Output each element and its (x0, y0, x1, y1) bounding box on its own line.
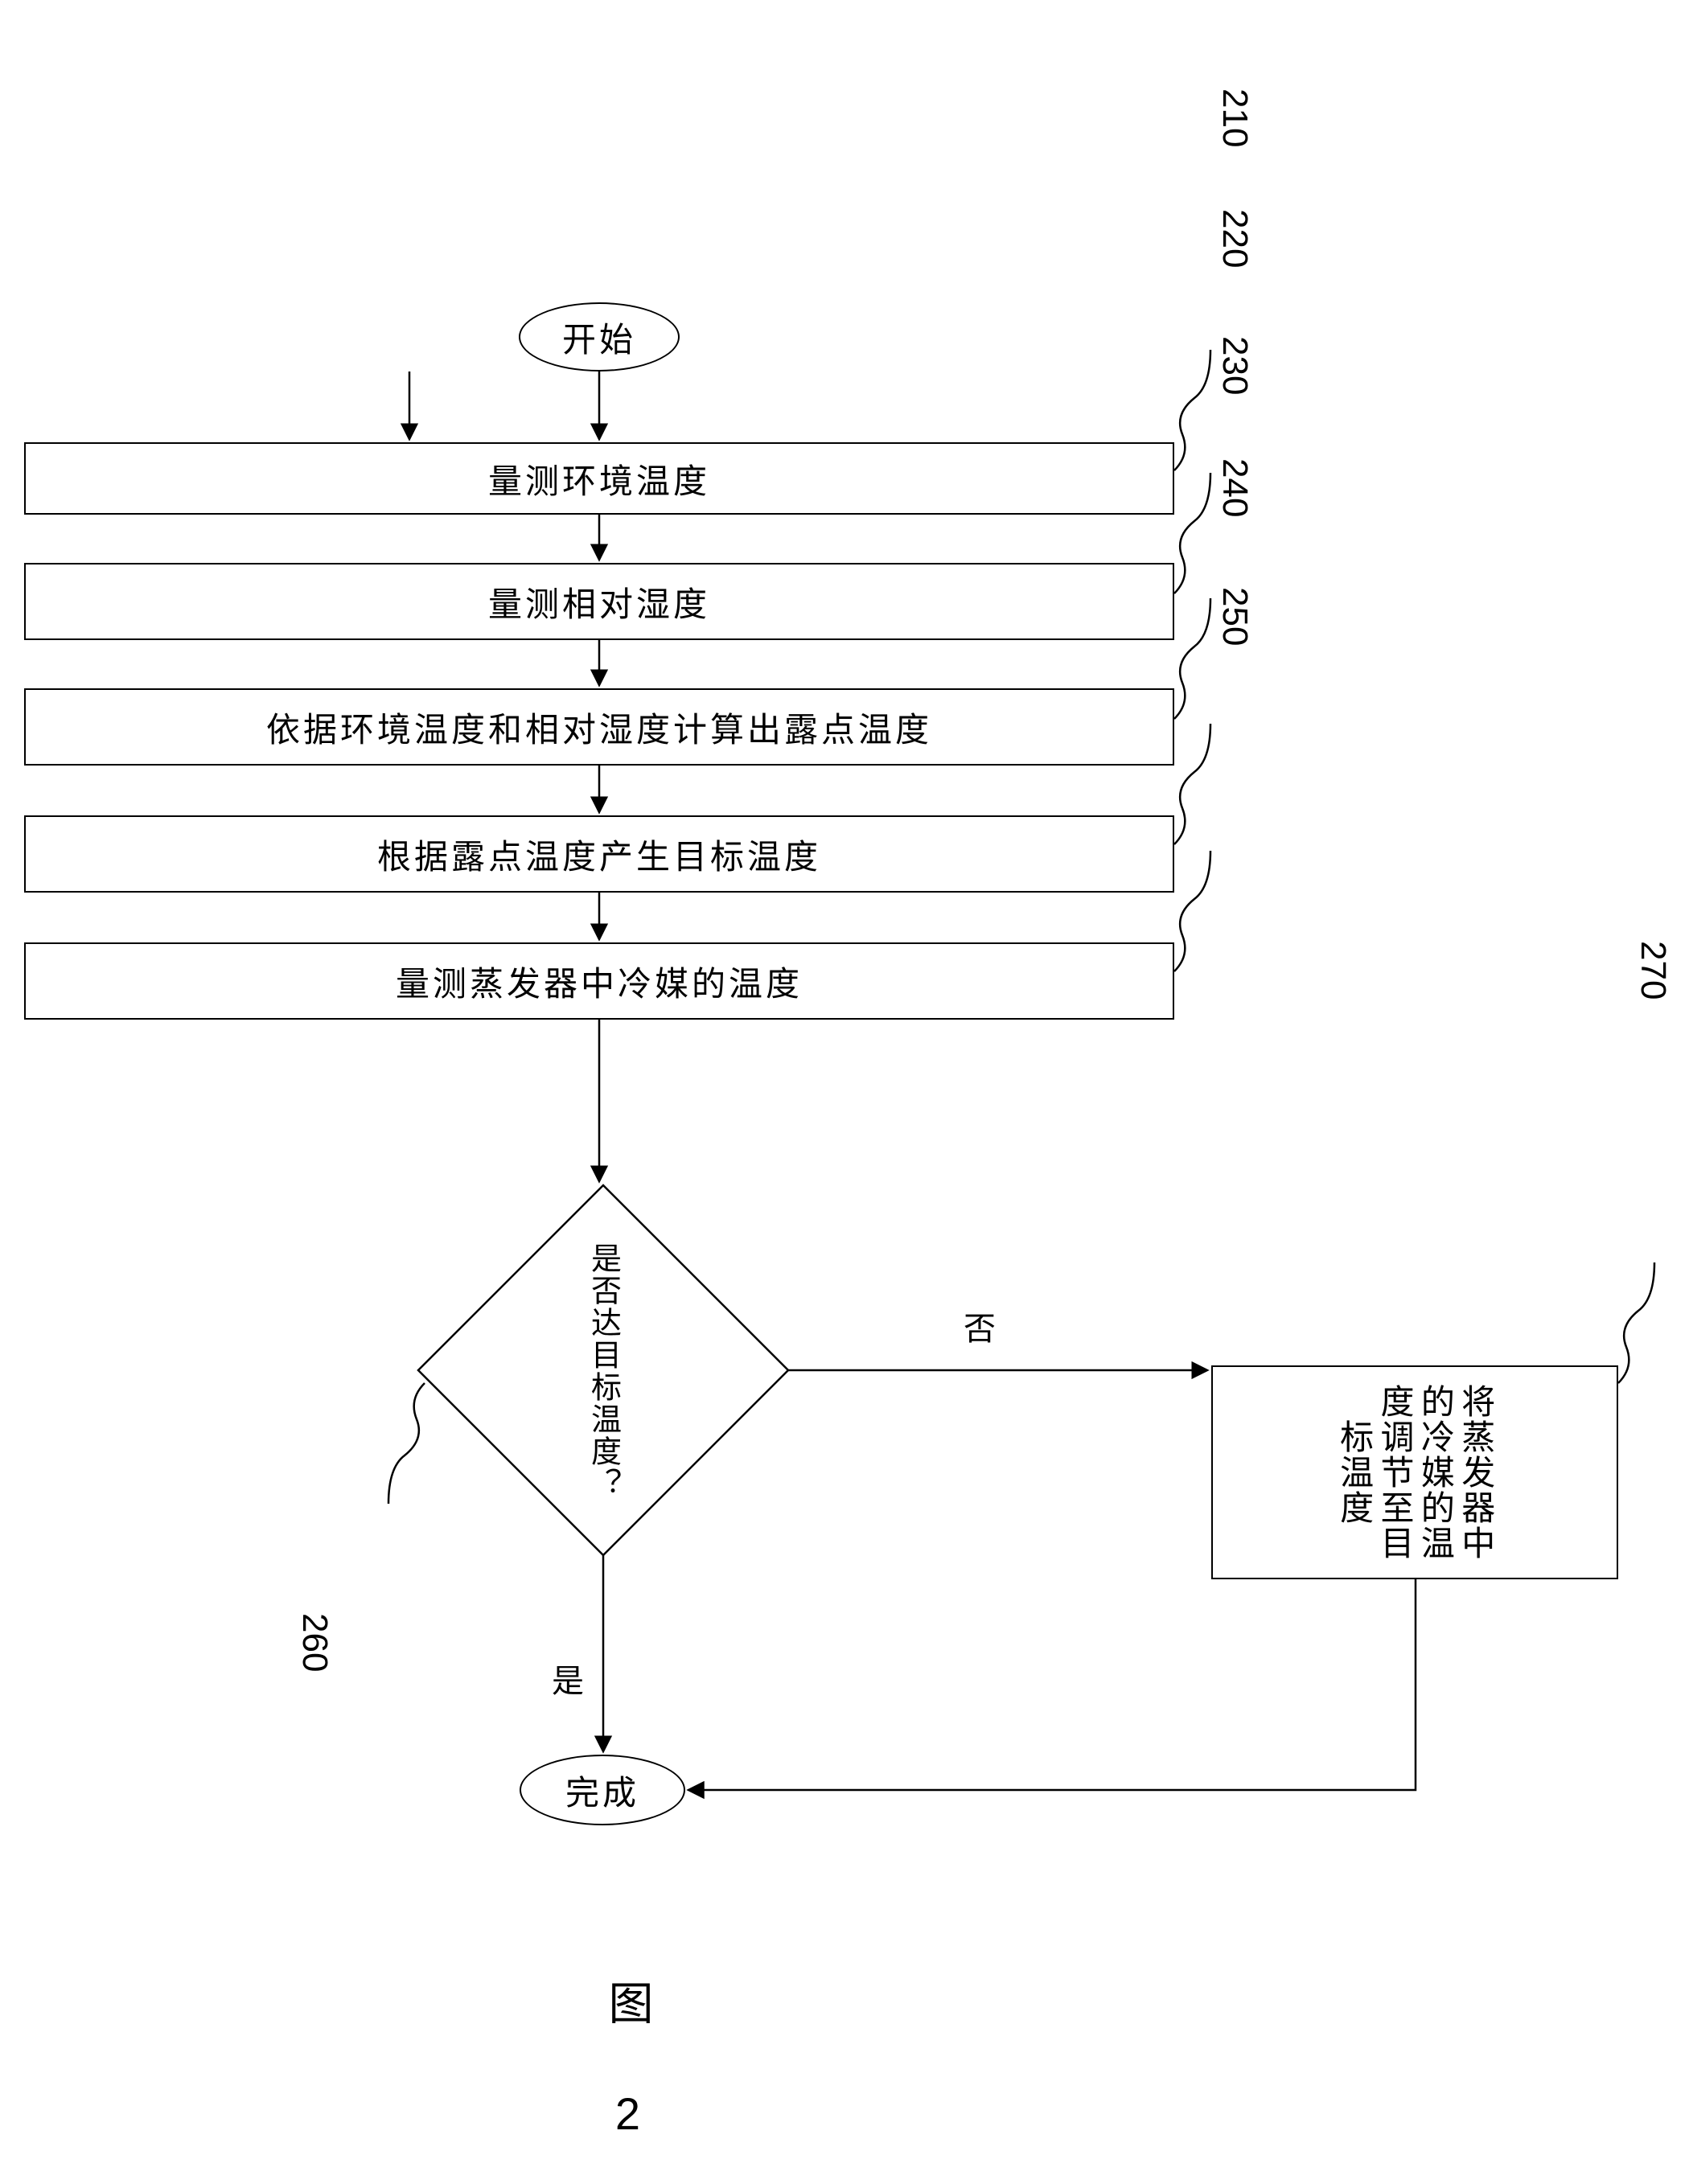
process-250-text: 量测蒸发器中冷媒的温度 (396, 957, 803, 1006)
process-230-text: 依据环境温度和相对湿度计算出露点温度 (266, 703, 932, 752)
terminal-start: 开始 (519, 302, 680, 372)
ref-240: 240 (1214, 458, 1255, 517)
ref-210: 210 (1214, 88, 1255, 147)
ref-260: 260 (294, 1613, 335, 1672)
terminal-end-text: 完成 (565, 1766, 639, 1815)
process-210: 量测环境温度 (24, 442, 1174, 515)
ref-270: 270 (1633, 941, 1673, 1000)
edge-label-no: 否 (964, 1303, 996, 1349)
flowchart-canvas: 开始 量测环境温度 量测相对湿度 依据环境温度和相对湿度计算出露点温度 根据露点… (0, 0, 1689, 2184)
process-230: 依据环境温度和相对湿度计算出露点温度 (24, 688, 1174, 766)
process-220-text: 量测相对湿度 (488, 577, 710, 626)
terminal-start-text: 开始 (562, 313, 636, 362)
terminal-end: 完成 (520, 1755, 685, 1825)
process-210-text: 量测环境温度 (488, 454, 710, 503)
process-240: 根据露点温度产生目标温度 (24, 815, 1174, 893)
process-220: 量测相对湿度 (24, 563, 1174, 640)
svg-overlay: 是否达目标温度？ (0, 0, 1689, 2184)
ref-250: 250 (1214, 587, 1255, 646)
figure-label: 图 2 (595, 1980, 660, 2145)
process-270-text: 将蒸发器中的冷媒的温度调节至目标温度 (1334, 1367, 1496, 1578)
ref-220: 220 (1214, 209, 1255, 268)
process-240-text: 根据露点温度产生目标温度 (377, 830, 821, 879)
edge-label-yes: 是 (552, 1655, 584, 1702)
ref-230: 230 (1214, 336, 1255, 395)
process-250: 量测蒸发器中冷媒的温度 (24, 942, 1174, 1020)
process-270: 将蒸发器中的冷媒的温度调节至目标温度 (1211, 1365, 1618, 1579)
